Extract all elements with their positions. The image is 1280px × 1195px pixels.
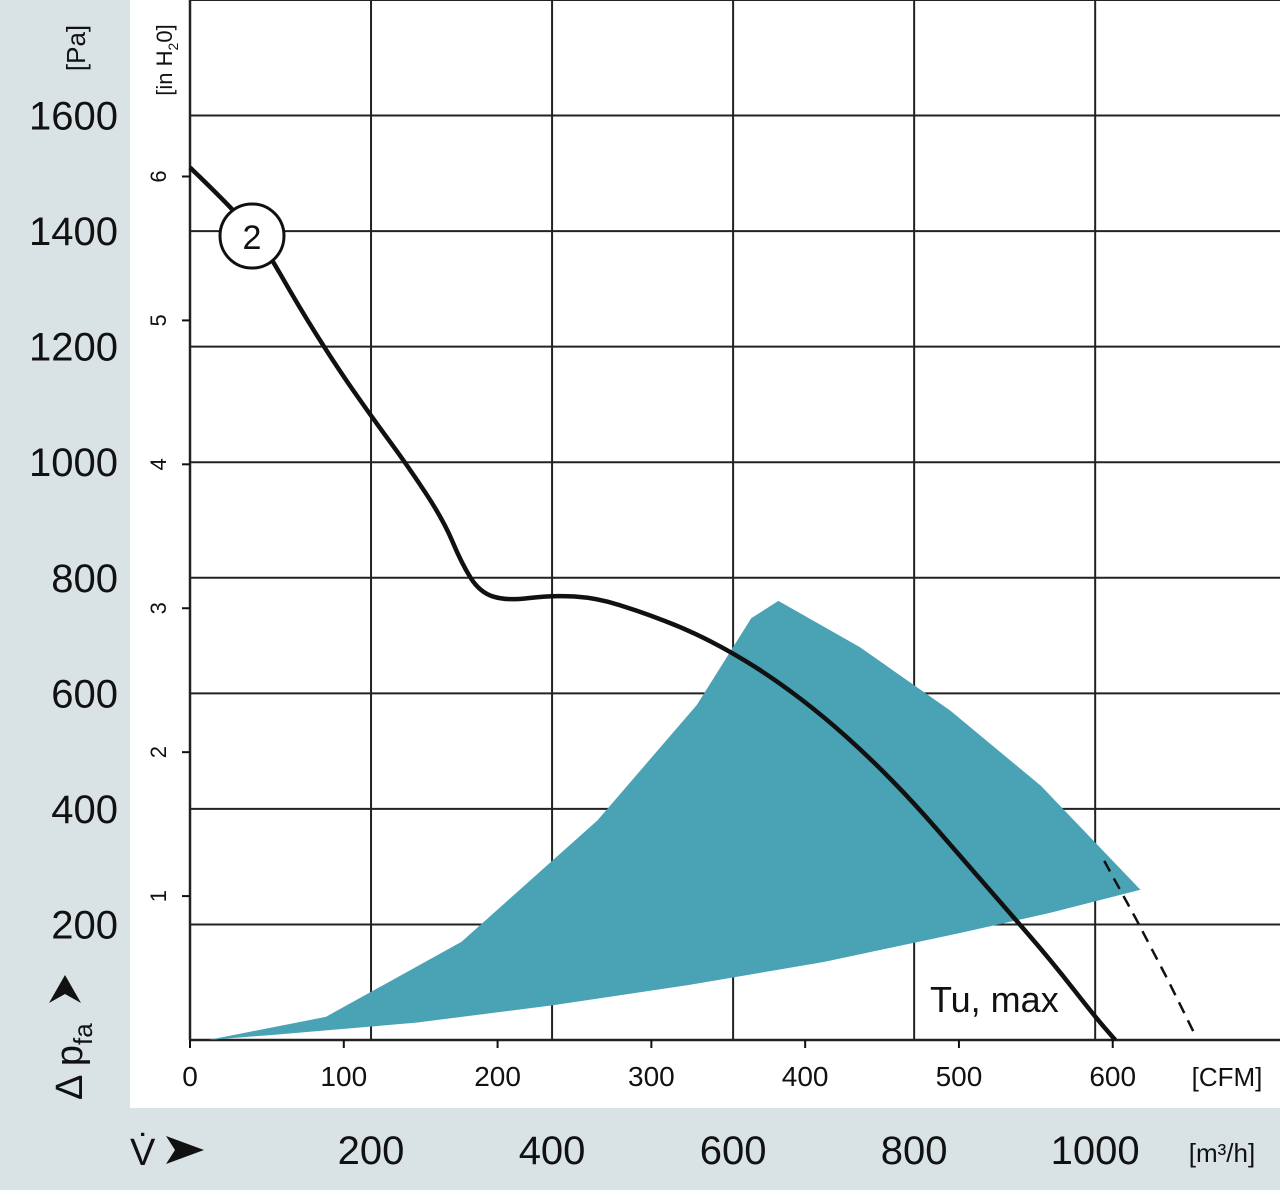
secondary-x-tick-label: 300 <box>628 1061 675 1092</box>
y-axis-subscript: fa <box>68 1023 98 1045</box>
x-tick-label: 200 <box>338 1129 405 1173</box>
y-tick-label: 1400 <box>29 210 118 254</box>
y-axis-arrow-icon <box>49 975 81 1003</box>
secondary-y-tick-label: 1 <box>146 890 171 902</box>
curve-label: 2 <box>243 219 262 257</box>
y-tick-label: 1200 <box>29 326 118 370</box>
secondary-x-tick-label: 0 <box>182 1061 198 1092</box>
secondary-x-axis-unit: [CFM] <box>1192 1062 1263 1092</box>
tu-max-dashed-line <box>1103 860 1196 1035</box>
x-tick-label: 1000 <box>1051 1129 1140 1173</box>
y-tick-label: 200 <box>51 903 118 947</box>
y-tick-label: 400 <box>51 788 118 832</box>
operating-region-layer <box>208 600 1141 1040</box>
x-axis-panel <box>0 1108 1280 1190</box>
secondary-y-tick-label: 5 <box>146 314 171 326</box>
y-axis-symbol: Δ p <box>49 1045 91 1100</box>
series-line-2 <box>188 165 1117 1042</box>
y-axis-unit: [Pa] <box>61 25 91 71</box>
y-tick-label: 1000 <box>29 441 118 485</box>
x-axis-unit: [m³/h] <box>1189 1138 1255 1168</box>
operating-region <box>208 600 1141 1040</box>
secondary-y-unit-main: [in H <box>152 50 177 95</box>
x-axis-symbol: V̇ <box>130 1131 156 1174</box>
x-axis-arrow-icon <box>166 1136 204 1164</box>
tu-max-annotation: Tu, max <box>930 979 1059 1020</box>
y-tick-label: 800 <box>51 557 118 601</box>
secondary-x-tick-label: 400 <box>782 1061 829 1092</box>
secondary-y-tick-label: 6 <box>146 170 171 182</box>
secondary-y-tick-label: 4 <box>146 458 171 470</box>
svg-text:Δ pfa: Δ pfa <box>49 1023 98 1100</box>
x-tick-label: 800 <box>881 1129 948 1173</box>
curve-label-circle <box>218 202 286 270</box>
series-layer <box>188 165 1196 1042</box>
svg-text:[in H20]: [in H20] <box>152 24 181 95</box>
secondary-y-unit-sub: 2 <box>165 42 181 50</box>
secondary-x-tick-label: 200 <box>474 1061 521 1092</box>
secondary-x-tick-label: 100 <box>320 1061 367 1092</box>
secondary-y-unit-end: 0] <box>152 24 177 42</box>
y-axis-label: Δ pfa <box>49 1023 98 1100</box>
secondary-x-tick-label: 500 <box>936 1061 983 1092</box>
secondary-y-tick-label: 3 <box>146 602 171 614</box>
secondary-x-tick-label: 600 <box>1089 1061 1136 1092</box>
secondary-y-tick-label: 2 <box>146 746 171 758</box>
x-tick-label: 400 <box>519 1129 586 1173</box>
x-tick-label: 600 <box>700 1129 767 1173</box>
y-tick-label: 600 <box>51 672 118 716</box>
secondary-y-axis-unit: [in H20] <box>152 24 181 95</box>
y-tick-label: 1600 <box>29 95 118 139</box>
